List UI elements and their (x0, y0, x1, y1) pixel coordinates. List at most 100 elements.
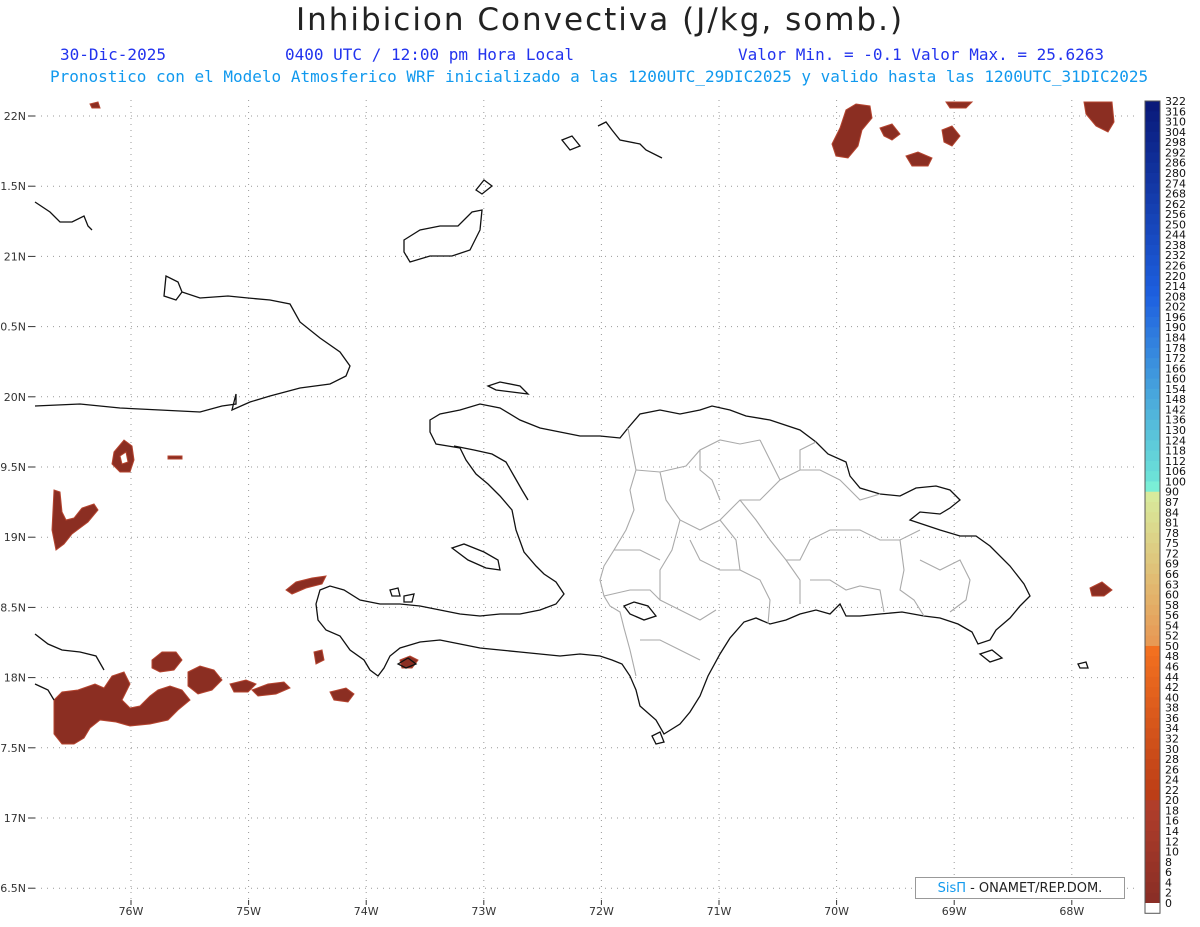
colorbar-swatch (1145, 450, 1160, 462)
colorbar-label: 42 (1165, 681, 1179, 694)
colorbar-swatch (1145, 861, 1160, 873)
colorbar-label: 2 (1165, 887, 1172, 900)
colorbar-label: 274 (1165, 177, 1186, 190)
colorbar-label: 160 (1165, 373, 1186, 386)
colorbar-label: 292 (1165, 146, 1186, 159)
graticule (35, 100, 1138, 900)
cin-area-cluster-f (329, 687, 355, 703)
colorbar-label: 142 (1165, 403, 1186, 416)
lat-label: 7.5N (0, 742, 26, 755)
colorbar-swatch (1145, 717, 1160, 729)
colorbar-swatch (1145, 872, 1160, 884)
colorbar-swatch (1145, 820, 1160, 832)
colorbar-label: 38 (1165, 702, 1179, 715)
colorbar-label: 14 (1165, 825, 1179, 838)
colorbar-swatch (1145, 224, 1160, 236)
colorbar-label: 286 (1165, 157, 1186, 170)
lat-label: 8.5N (0, 601, 26, 614)
colorbar-swatch (1145, 759, 1160, 770)
colorbar-label: 256 (1165, 208, 1186, 221)
colorbar-swatch (1145, 594, 1160, 606)
colorbar-swatch (1145, 800, 1160, 812)
colorbar-swatch (1145, 286, 1160, 297)
colorbar-label: 166 (1165, 362, 1186, 375)
cin-area-cluster-a (151, 651, 183, 673)
colorbar-swatch (1145, 255, 1160, 267)
colorbar-label: 184 (1165, 331, 1186, 344)
lon-label: 76W (119, 905, 144, 918)
cin-shaded-areas (51, 101, 1115, 745)
colorbar-swatch (1145, 810, 1160, 822)
colorbar-swatch (1145, 532, 1160, 544)
colorbar-swatch (1145, 111, 1160, 123)
cin-area-bahamas-4 (941, 125, 961, 147)
colorbar-label: 136 (1165, 414, 1186, 427)
colorbar-swatch (1145, 265, 1160, 277)
colorbar-label: 232 (1165, 249, 1186, 262)
cin-area-cluster-d (251, 681, 291, 697)
colorbar-swatch (1145, 491, 1160, 503)
colorbar-label: 34 (1165, 722, 1179, 735)
colorbar-swatch (1145, 604, 1160, 616)
cin-area-bahamas-5 (945, 101, 974, 109)
cin-area-bahamas-3 (905, 151, 933, 167)
colorbar-swatch (1145, 183, 1160, 195)
colorbar-label: 124 (1165, 434, 1186, 447)
colorbar-label: 220 (1165, 270, 1186, 283)
colorbar-label: 66 (1165, 568, 1179, 581)
lat-label: 0.5N (0, 321, 26, 334)
colorbar-swatch (1145, 903, 1160, 914)
colorbar-label: 250 (1165, 218, 1186, 231)
colorbar-label: 10 (1165, 846, 1179, 859)
colorbar-swatch (1145, 440, 1160, 452)
colorbar-label: 172 (1165, 352, 1186, 365)
colorbar-label: 190 (1165, 321, 1186, 334)
colorbar-label: 298 (1165, 136, 1186, 149)
cin-area-tiny-2 (167, 455, 183, 460)
forecast-date: 30-Dic-2025 (60, 45, 166, 64)
colorbar-swatch (1145, 347, 1160, 359)
colorbar-swatch (1145, 388, 1160, 400)
colorbar-label: 316 (1165, 105, 1186, 118)
colorbar-label: 208 (1165, 290, 1186, 303)
coast-mona (1077, 661, 1089, 669)
colorbar-swatch (1145, 378, 1160, 390)
colorbar-label: 130 (1165, 424, 1186, 437)
lat-label: 19N (4, 531, 26, 544)
coast-hispaniola (315, 403, 1031, 735)
colorbar-swatch (1145, 399, 1160, 411)
colorbar-swatch (1145, 738, 1160, 750)
colorbar-swatch (1145, 409, 1160, 421)
colorbar-swatch (1145, 502, 1160, 513)
cin-area-tiny-1 (89, 101, 101, 109)
colorbar-swatch (1145, 563, 1160, 575)
colorbar-label: 54 (1165, 619, 1179, 632)
cin-area-sw-jamaica-region (53, 671, 191, 745)
colorbar-label: 40 (1165, 691, 1179, 704)
colorbar-swatch (1145, 193, 1160, 205)
cin-area-west-coast (51, 489, 99, 551)
cin-area-cluster-e (313, 649, 325, 665)
colorbar-label: 106 (1165, 465, 1186, 478)
cin-area-east-islet (1089, 581, 1113, 597)
lon-label: 69W (942, 905, 967, 918)
colorbar-label: 24 (1165, 774, 1179, 787)
colorbar-label: 118 (1165, 445, 1186, 458)
cin-area-cluster-c (229, 679, 257, 693)
colorbar-swatch (1145, 522, 1160, 534)
colorbar-swatch (1145, 512, 1160, 524)
coast-inagua-2 (475, 179, 494, 195)
colorbar-swatch (1145, 779, 1160, 791)
colorbar-label: 196 (1165, 311, 1186, 324)
colorbar-label: 18 (1165, 804, 1179, 817)
coast-saona (978, 649, 1004, 663)
border-haiti-dr (599, 427, 637, 677)
coast-islet-b (389, 587, 401, 597)
colorbar-swatch (1145, 892, 1160, 904)
lat-label: 1.5N (0, 180, 26, 193)
colorbar-label: 154 (1165, 383, 1186, 396)
credit-box: SisΠ - ONAMET/REP.DOM. (915, 877, 1125, 899)
colorbar-swatch (1145, 460, 1160, 472)
coast-beata (651, 731, 665, 745)
colorbar-label: 63 (1165, 578, 1179, 591)
